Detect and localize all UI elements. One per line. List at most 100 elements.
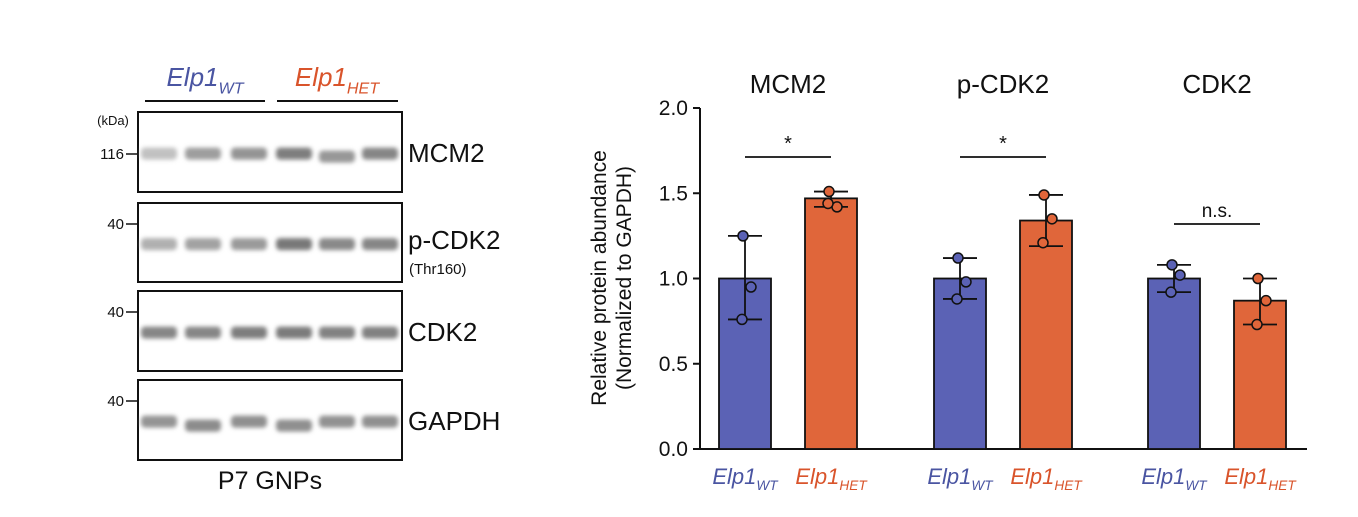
blot-band xyxy=(319,326,355,339)
blot-group-het-label-base: Elp1 xyxy=(295,62,347,92)
data-point xyxy=(1166,259,1178,271)
blot-panel-frame xyxy=(137,379,403,461)
x-category-label-subscript: HET xyxy=(1268,478,1297,493)
blot-band xyxy=(141,415,177,428)
blot-band xyxy=(185,147,221,160)
data-point xyxy=(1174,269,1186,281)
bar xyxy=(933,277,987,450)
blot-band xyxy=(276,326,312,339)
data-point xyxy=(1251,318,1263,331)
blot-panel-gapdh: 40 GAPDH xyxy=(107,379,500,461)
x-category-label: Elp1HET xyxy=(1224,464,1297,493)
significance-label: * xyxy=(784,133,792,155)
blot-band xyxy=(319,415,355,428)
blot-protein-sublabel: (Thr160) xyxy=(409,261,467,278)
blot-band xyxy=(185,326,221,339)
data-point xyxy=(1037,236,1049,249)
blot-band xyxy=(231,326,267,339)
blot-panel-mcm2: 116 MCM2 xyxy=(100,111,485,193)
blot-band xyxy=(231,147,267,160)
data-point xyxy=(1046,213,1058,225)
blot-band xyxy=(276,419,312,432)
significance-label: * xyxy=(999,133,1007,155)
blot-group-het-label-subscript: HET xyxy=(347,79,380,97)
blot-band xyxy=(185,419,221,432)
blot-group-wt-label-subscript: WT xyxy=(219,79,245,97)
x-category-label: Elp1WT xyxy=(712,464,779,493)
blot-panel-frame xyxy=(137,202,403,283)
data-point xyxy=(823,185,835,198)
blot-band xyxy=(141,326,177,339)
x-category-label-subscript: WT xyxy=(1185,478,1208,493)
molecular-weight-marker: 40 xyxy=(107,304,124,321)
significance-label: n.s. xyxy=(1202,201,1233,222)
data-point xyxy=(745,281,757,293)
bar xyxy=(804,197,858,450)
blot-band xyxy=(319,150,355,163)
x-category-label-subscript: WT xyxy=(756,478,779,493)
x-category-label-subscript: HET xyxy=(839,478,868,493)
blot-band xyxy=(276,238,312,251)
group-title: MCM2 xyxy=(750,69,827,99)
blot-band xyxy=(231,238,267,251)
y-axis-label-line1: Relative protein abundance xyxy=(588,150,611,406)
blot-protein-label: p-CDK2 xyxy=(408,225,500,255)
x-category-label: Elp1HET xyxy=(1010,464,1083,493)
blot-band xyxy=(319,238,355,251)
blot-band xyxy=(362,326,398,339)
x-category-label-base: Elp1 xyxy=(795,464,839,489)
blot-group-wt-label-base: Elp1 xyxy=(166,62,218,92)
data-point xyxy=(1165,286,1177,298)
data-point xyxy=(737,230,749,242)
blot-protein-label: GAPDH xyxy=(408,406,500,436)
group-title: p-CDK2 xyxy=(957,69,1049,99)
blot-band xyxy=(141,147,177,160)
y-tick-label: 0.0 xyxy=(659,438,688,461)
data-point xyxy=(1260,294,1272,307)
western-blot: Elp1WT Elp1HET(kDa)116 MCM240p-CDK2(Thr160… xyxy=(97,62,500,495)
molecular-weight-marker: 116 xyxy=(100,146,124,163)
blot-band xyxy=(276,147,312,160)
blot-band xyxy=(362,415,398,428)
blot-panel-frame xyxy=(137,111,403,193)
x-category-label-subscript: WT xyxy=(971,478,994,493)
data-point xyxy=(960,276,972,288)
blot-band xyxy=(362,147,398,160)
x-category-label: Elp1HET xyxy=(795,464,868,493)
data-point xyxy=(1252,272,1264,285)
data-point xyxy=(822,197,834,210)
blot-panel-p-cdk2: 40 p-CDK2 (Thr160) xyxy=(107,202,500,283)
blot-band xyxy=(185,238,221,251)
data-point xyxy=(736,313,748,326)
blot-band xyxy=(362,238,398,251)
x-category-label-base: Elp1 xyxy=(712,464,756,489)
data-point xyxy=(1038,189,1050,201)
y-tick-label: 1.5 xyxy=(659,182,688,205)
y-axis-label-line2: (Normalized to GAPDH) xyxy=(613,166,636,390)
blot-group-het-label: Elp1HET xyxy=(295,62,380,97)
blot-caption: P7 GNPs xyxy=(218,467,322,495)
blot-band xyxy=(231,415,267,428)
blot-panel-cdk2: 40 CDK2 xyxy=(107,290,477,372)
blot-group-wt-label: Elp1WT xyxy=(166,62,244,97)
y-axis-label: Relative protein abundance(Normalized to… xyxy=(588,150,636,406)
x-category-label-base: Elp1 xyxy=(1141,464,1185,489)
x-category-label-subscript: HET xyxy=(1054,478,1083,493)
molecular-weight-marker: 40 xyxy=(107,216,124,233)
y-tick-label: 0.5 xyxy=(659,353,688,376)
bar xyxy=(1019,219,1073,450)
x-category-label-base: Elp1 xyxy=(1010,464,1054,489)
blot-protein-label: MCM2 xyxy=(408,138,485,168)
kda-unit-label: (kDa) xyxy=(97,113,129,128)
group-title: CDK2 xyxy=(1182,69,1251,99)
blot-band xyxy=(141,238,177,251)
x-category-label-base: Elp1 xyxy=(927,464,971,489)
x-category-label: Elp1WT xyxy=(1141,464,1208,493)
molecular-weight-marker: 40 xyxy=(107,393,124,410)
blot-panel-frame xyxy=(137,290,403,372)
data-point xyxy=(952,252,964,264)
